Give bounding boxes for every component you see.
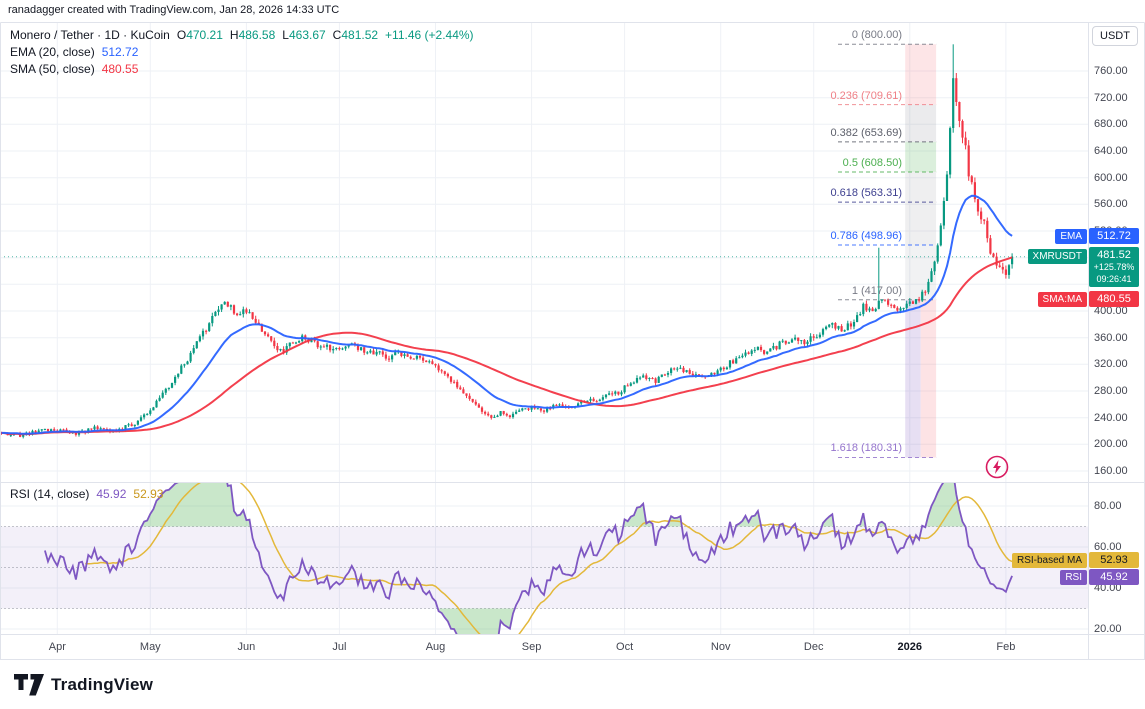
fib-retracement-bands[interactable] [838,43,937,458]
ema-line[interactable] [1,194,1013,435]
bar-countdown: 09:26:41 [1096,273,1132,284]
sma-label: SMA (50, close) [10,62,95,76]
price-axis-tick: 280.00 [1094,385,1128,397]
tradingview-logo-icon [14,674,44,696]
rsi-axis-tick: 60.00 [1094,541,1122,553]
fib-level-label: 0.5 (608.50) [842,157,902,169]
price-axis-tick: 160.00 [1094,465,1128,477]
sma-price-label: 480.55 [1089,290,1139,307]
rsi-value: 45.92 [96,487,127,501]
flash-boost-icon[interactable] [984,454,1010,480]
sma-value: 480.55 [101,62,139,76]
fib-level-label: 0 (800.00) [851,29,902,42]
sma-line[interactable] [1,256,1013,436]
fib-level-label: 0.382 (653.69) [830,126,902,139]
rsi-legend-row[interactable]: RSI (14, close) 45.92 52.93 [10,487,163,501]
main-legend: Monero / Tether · 1D · KuCoin O470.21 H486… [10,27,474,78]
low-value: 463.67 [288,28,326,42]
fib-level-label: 0.618 (563.31) [830,187,902,200]
sma-tag: SMA:MA [1037,291,1087,307]
tradingview-brand-text: TradingView [51,675,154,694]
fib-level-label: 1.618 (180.31) [830,442,902,455]
rsi-axis-tick: 80.00 [1094,500,1122,512]
rsi-line[interactable] [44,470,1013,655]
change-percent-value: +125.78% [1093,261,1135,272]
rsi-ma-axis-label: 52.93 [1089,552,1139,569]
fib-level-label: 0.786 (498.96) [830,230,902,243]
time-axis-label: May [139,641,161,653]
price-axis-tick: 560.00 [1094,198,1128,211]
close-value: 481.52 [341,28,379,42]
time-axis-label: 2026 [897,641,923,653]
ema-label: EMA (20, close) [10,45,95,59]
close-label: C [332,28,342,42]
price-axis-tick: 720.00 [1094,91,1128,104]
rsi-label: RSI (14, close) [10,487,90,501]
ema-tag: EMA [1055,228,1087,244]
time-axis-label: Dec [803,641,824,653]
time-axis-label: Apr [48,641,66,653]
price-axis-tick: 400.00 [1094,305,1128,317]
rsi-ma-line[interactable] [85,473,1013,646]
symbol-legend-row[interactable]: Monero / Tether · 1D · KuCoin O470.21 H486… [10,27,474,44]
price-axis-tick: 640.00 [1094,145,1128,157]
time-axis-label: Oct [616,641,634,653]
sma-legend-row[interactable]: SMA (50, close) 480.55 [10,61,474,78]
ema-value: 512.72 [101,45,139,59]
change-value: +11.46 (+2.44%) [385,28,474,42]
symbol-tag: XMRUSDT [1027,248,1087,264]
open-value: 470.21 [186,28,223,42]
price-axis-tick: 360.00 [1094,331,1128,344]
symbol-title: Monero / Tether · 1D · KuCoin [10,28,170,42]
open-label: O [176,28,187,42]
attribution-text: ranadagger created with TradingView.com,… [8,4,340,16]
rsi-ma-tag: RSI-based MA [1011,553,1087,569]
low-label: L [282,28,289,42]
fib-level-label: 0.236 (709.61) [830,89,902,102]
price-axis-tick: 240.00 [1094,411,1128,424]
high-value: 486.58 [238,28,276,42]
fib-level-label: 1 (417.00) [851,284,902,297]
time-axis-label: Nov [710,641,731,653]
last-price-label: 481.52 +125.78% 09:26:41 [1089,246,1139,287]
ema-legend-row[interactable]: EMA (20, close) 512.72 [10,44,474,61]
price-axis-tick: 600.00 [1094,171,1128,184]
price-axis-tick: 680.00 [1094,118,1128,131]
rsi-ma-value: 52.93 [133,487,164,501]
price-axis-tick: 200.00 [1094,438,1128,451]
time-axis-label: Sep [521,641,542,653]
rsi-tag: RSI [1060,570,1087,586]
rsi-axis-label: 45.92 [1089,569,1139,586]
high-label: H [229,28,239,42]
price-axis-tick: 760.00 [1094,65,1128,77]
last-price-value: 481.52 [1097,248,1131,261]
ema-price-label: 512.72 [1089,227,1139,244]
time-axis-label: Feb [996,641,1016,653]
time-axis-label: Jun [237,641,256,653]
tradingview-footer[interactable]: TradingView [14,674,153,696]
time-axis-label: Jul [332,641,347,653]
price-axis-tick: 320.00 [1094,358,1128,371]
rsi-axis-tick: 20.00 [1094,623,1122,635]
currency-axis-button[interactable]: USDT [1092,26,1138,46]
time-axis-label: Aug [425,641,446,653]
